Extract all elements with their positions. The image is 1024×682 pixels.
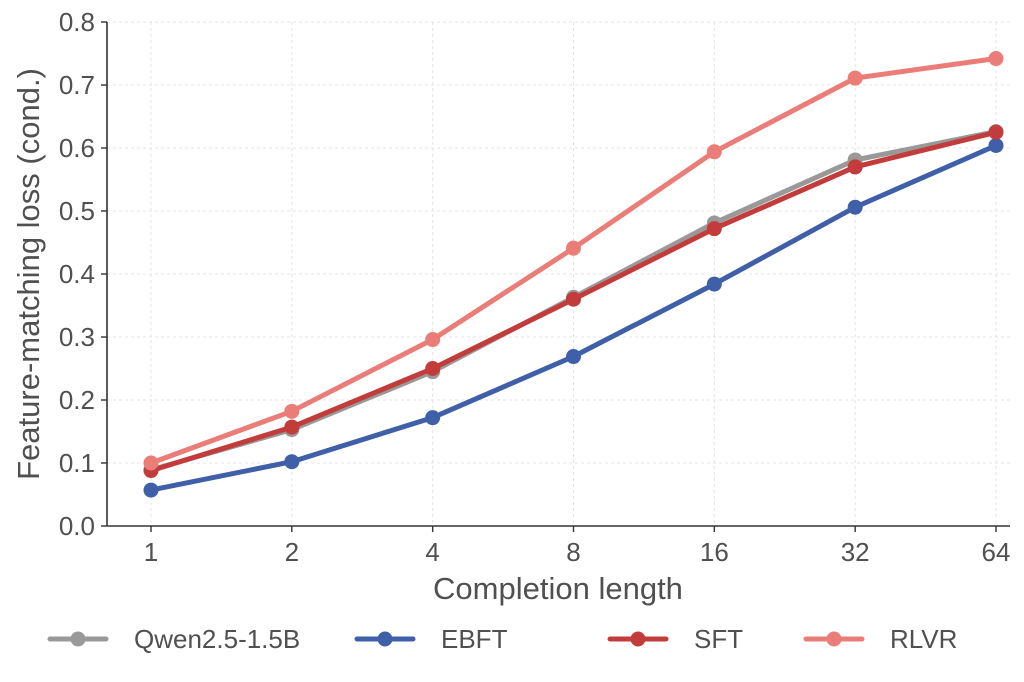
x-tick-label: 4	[425, 537, 439, 567]
y-tick-label: 0.1	[59, 448, 95, 478]
legend-swatch-marker	[70, 631, 86, 647]
data-point-ebft	[284, 454, 300, 470]
series-rlvr	[143, 51, 1004, 471]
data-point-ebft	[988, 137, 1004, 153]
x-tick-label: 16	[700, 537, 729, 567]
y-tick-label: 0.5	[59, 196, 95, 226]
legend-label: Qwen2.5-1.5B	[134, 624, 300, 654]
legend-swatch-marker	[377, 631, 393, 647]
series-ebft	[143, 137, 1004, 498]
x-tick-label: 32	[841, 537, 870, 567]
y-tick-label: 0.4	[59, 259, 95, 289]
data-point-ebft	[847, 199, 863, 215]
legend-swatch-marker	[630, 631, 646, 647]
data-point-ebft	[706, 276, 722, 292]
y-tick-label: 0.3	[59, 322, 95, 352]
data-point-sft	[988, 124, 1004, 140]
x-tick-label: 8	[566, 537, 580, 567]
data-point-rlvr	[988, 51, 1004, 67]
data-point-rlvr	[425, 332, 441, 348]
legend-item-ebft: EBFT	[354, 624, 508, 654]
data-point-sft	[847, 159, 863, 175]
data-point-sft	[566, 291, 581, 307]
y-tick-label: 0.6	[59, 133, 95, 163]
data-point-rlvr	[284, 403, 300, 419]
data-point-ebft	[566, 349, 581, 365]
legend-swatch-marker	[826, 631, 842, 647]
x-axis-title: Completion length	[433, 571, 683, 606]
legend-label: RLVR	[890, 624, 957, 654]
legend: Qwen2.5-1.5B EBFT SFT RLVR	[47, 624, 957, 654]
legend-item-rlvr: RLVR	[803, 624, 957, 654]
legend-label: EBFT	[441, 624, 508, 654]
legend-item-sft: SFT	[607, 624, 743, 654]
y-tick-label: 0.0	[59, 511, 95, 541]
data-point-rlvr	[143, 455, 159, 471]
legend-item-qwen2-5-1-5b: Qwen2.5-1.5B	[47, 624, 300, 654]
x-tick-label: 2	[285, 537, 299, 567]
series	[143, 51, 1004, 498]
x-tick-label: 1	[144, 537, 158, 567]
ticks: 0.0 0.1 0.2 0.3 0.4 0.5 0.6 0.7 0.8 1 2 4 8 16 32 64	[59, 7, 1011, 567]
y-tick-label: 0.2	[59, 385, 95, 415]
data-point-sft	[284, 419, 300, 435]
grid	[107, 21, 1010, 526]
data-point-sft	[706, 221, 722, 237]
data-point-rlvr	[706, 144, 722, 160]
y-tick-label: 0.7	[59, 70, 95, 100]
data-point-ebft	[425, 410, 441, 426]
data-point-rlvr	[847, 70, 863, 86]
legend-label: SFT	[694, 624, 743, 654]
data-point-ebft	[143, 482, 159, 498]
data-point-sft	[425, 361, 441, 376]
y-axis-title: Feature-matching loss (cond.)	[11, 68, 46, 480]
x-tick-label: 64	[982, 537, 1011, 567]
data-point-rlvr	[566, 240, 581, 256]
y-tick-label: 0.8	[59, 7, 95, 37]
